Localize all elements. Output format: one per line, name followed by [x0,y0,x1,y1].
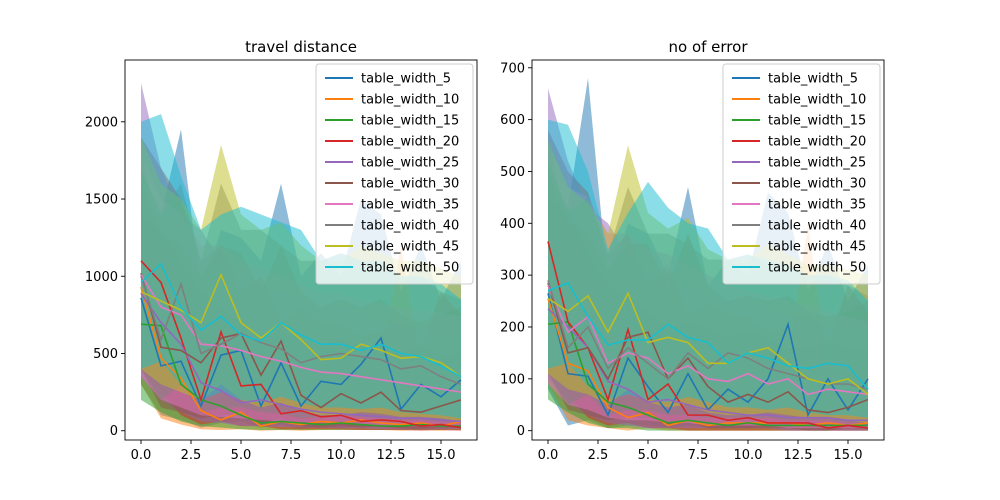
legend-label: table_width_30 [768,177,866,192]
legend-box [315,63,474,285]
line-table_width_30 [140,272,462,414]
y-tick-label: 500 [500,165,525,180]
line-table_width_45 [140,272,462,378]
y-tick-label: 300 [500,269,525,284]
legend-label: table_width_15 [361,114,459,129]
legend-box [722,63,881,285]
line-table_width_25 [547,308,868,422]
line-table_width_50 [547,281,869,390]
legend-label: table_width_20 [361,135,459,150]
line-table_width_15 [547,320,868,427]
y-tick-label: 1000 [85,270,118,285]
line-table_width_20 [547,241,869,429]
x-tick-label: 7.5 [688,448,709,463]
x-tick-label: 12.5 [784,448,813,463]
legend-label: table_width_50 [361,261,459,276]
line-table_width_20 [140,260,462,429]
legend-label: table_width_5 [361,72,451,87]
legend: table_width_5 table_width_10 table_width_1… [722,63,881,285]
chart-title: travel distance [245,38,357,56]
y-tick-label: 600 [500,113,525,128]
legend: table_width_5 table_width_10 table_width_1… [315,63,474,285]
x-tick-label: 7.5 [281,448,302,463]
y-tick-label: 200 [500,320,525,335]
legend-label: table_width_10 [768,93,866,108]
line-table_width_45 [547,291,869,396]
y-tick-label: 700 [500,61,525,76]
line-table_width_40 [140,276,462,386]
legend-label: table_width_30 [361,177,459,192]
line-table_width_30 [547,282,869,414]
y-tick-label: 2000 [85,115,118,130]
y-tick-label: 100 [500,372,525,387]
legend-label: table_width_45 [361,240,459,255]
line-table_width_5 [140,297,462,411]
line-table_width_25 [140,292,462,423]
panel-no-of-error: no of error table_width_5table_width_10t… [500,38,885,463]
legend-label: table_width_35 [361,198,459,213]
legend-label: table_width_45 [768,240,866,255]
line-table_width_10 [140,286,462,427]
line-table_width_15 [140,323,461,427]
x-tick-label: 15.0 [427,448,456,463]
legend-label: table_width_20 [768,135,866,150]
x-tick-label: 5.0 [638,448,659,463]
x-tick-label: 0.0 [131,448,152,463]
y-tick-label: 0 [110,424,118,439]
legend-label: table_width_10 [361,93,459,108]
x-tick-label: 12.5 [377,448,406,463]
line-table_width_35 [140,274,462,393]
band-table_width_50 [141,114,461,419]
x-tick-label: 10.0 [327,448,356,463]
y-tick-label: 400 [500,217,525,232]
legend-label: table_width_35 [768,198,866,213]
line-table_width_35 [547,285,869,396]
legend-label: table_width_15 [768,114,866,129]
line-table_width_50 [140,262,462,378]
legend-label: table_width_40 [768,219,866,234]
panel-travel-distance: travel distance table_width_5table_width… [85,38,478,463]
y-tick-label: 500 [93,347,118,362]
chart-title: no of error [669,38,749,56]
legend-label: table_width_50 [768,261,866,276]
band-table_width_50 [548,119,868,418]
legend-label: table_width_40 [361,219,459,234]
x-tick-label: 2.5 [588,448,609,463]
legend-label: table_width_25 [768,156,866,171]
y-tick-label: 0 [517,424,525,439]
x-tick-label: 15.0 [834,448,863,463]
x-tick-label: 10.0 [734,448,763,463]
x-tick-label: 0.0 [538,448,559,463]
legend-label: table_width_25 [361,156,459,171]
axes-frame [531,59,885,441]
y-tick-label: 1500 [85,193,118,208]
axes-frame [124,59,478,441]
x-tick-label: 2.5 [181,448,202,463]
legend-label: table_width_5 [768,72,858,87]
x-tick-label: 5.0 [231,448,252,463]
